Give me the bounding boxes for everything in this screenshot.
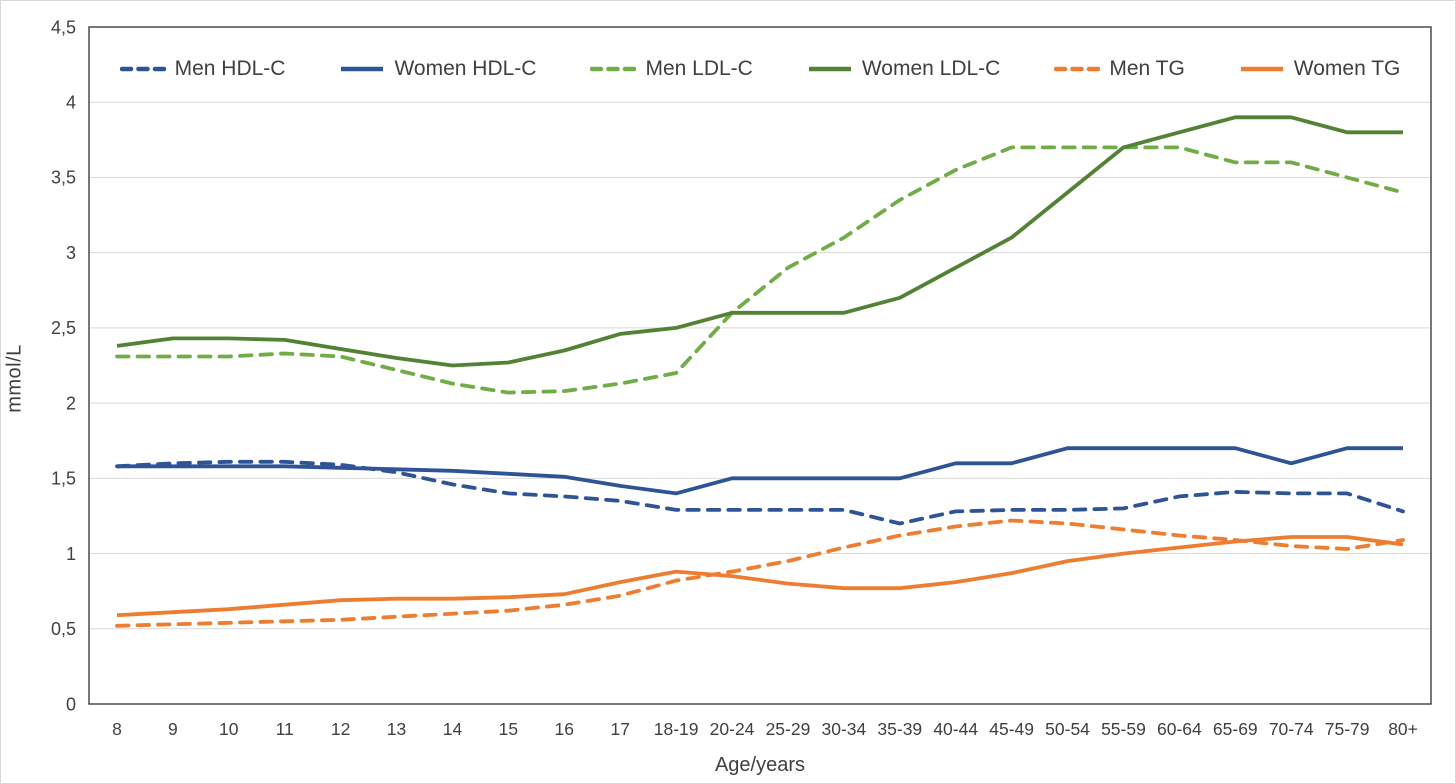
legend: Men HDL-C Women HDL-C Men LDL-C Women LDL-C…: [89, 49, 1431, 89]
x-tick-label: 55-59: [1101, 719, 1146, 739]
series-line-men-ldl-c: [115, 145, 1405, 395]
y-tick-label: 1: [66, 544, 76, 564]
legend-label: Women TG: [1293, 57, 1401, 80]
y-tick-label: 2: [66, 393, 76, 413]
legend-label: Men LDL-C: [645, 57, 753, 80]
dashed-line-swatch-icon: [1054, 66, 1101, 72]
x-tick-label: 11: [276, 719, 294, 739]
x-tick-label: 25-29: [766, 719, 811, 739]
x-tick-label: 65-69: [1213, 719, 1258, 739]
x-tick-label: 40-44: [933, 719, 978, 739]
legend-item-women-tg: Women TG: [1239, 57, 1401, 81]
series-line-women-hdl-c: [117, 446, 1403, 496]
legend-label: Women HDL-C: [394, 57, 537, 80]
x-tick-label: 15: [499, 719, 518, 739]
legend-item-men-hdl-c: Men HDL-C: [119, 57, 286, 81]
legend-label: Men HDL-C: [174, 57, 286, 80]
y-tick-label: 0,5: [51, 619, 76, 639]
x-tick-label: 12: [331, 719, 350, 739]
legend-item-men-tg: Men TG: [1054, 57, 1185, 81]
solid-line-swatch-icon: [1240, 66, 1283, 72]
dashed-line-swatch-icon: [590, 66, 637, 72]
x-tick-label: 9: [168, 719, 178, 739]
legend-item-women-ldl-c: Women LDL-C: [807, 57, 1001, 81]
y-tick-label: 1,5: [51, 469, 76, 489]
legend-item-women-hdl-c: Women HDL-C: [339, 57, 536, 81]
series-line-women-ldl-c: [116, 115, 1403, 368]
x-tick-label: 17: [610, 719, 629, 739]
x-tick-label: 18-19: [654, 719, 699, 739]
x-tick-label: 80+: [1388, 719, 1418, 739]
plot-frame: [88, 26, 1432, 705]
x-tick-label: 45-49: [989, 719, 1034, 739]
y-tick-label: 3,5: [51, 168, 76, 188]
y-axis-title: mmol/L: [3, 344, 26, 413]
y-tick-label: 4,5: [51, 17, 76, 37]
x-tick-label: 35-39: [877, 719, 922, 739]
x-axis-title: Age/years: [714, 754, 806, 776]
x-tick-label: 16: [555, 719, 574, 739]
y-tick-label: 2,5: [51, 318, 76, 338]
x-tick-label: 75-79: [1325, 719, 1370, 739]
solid-line-swatch-icon: [341, 66, 384, 72]
dashed-line-swatch-icon: [119, 66, 166, 72]
x-tick-label: 50-54: [1045, 719, 1090, 739]
x-tick-label: 14: [443, 719, 463, 739]
solid-line-swatch-icon: [808, 66, 851, 72]
x-tick-label: 10: [219, 719, 239, 739]
y-tick-label: 3: [66, 243, 76, 263]
y-tick-label: 4: [66, 93, 76, 113]
x-tick-label: 8: [112, 719, 122, 739]
x-tick-label: 30-34: [821, 719, 866, 739]
x-tick-label: 70-74: [1269, 719, 1314, 739]
series-line-men-hdl-c: [115, 459, 1405, 526]
legend-label: Women LDL-C: [861, 57, 1001, 80]
y-tick-label: 0: [66, 694, 76, 714]
x-tick-label: 13: [387, 719, 406, 739]
legend-label: Men TG: [1109, 57, 1185, 80]
x-tick-label: 60-64: [1157, 719, 1202, 739]
series-line-women-tg: [116, 535, 1404, 618]
series-line-men-tg: [115, 518, 1405, 628]
legend-item-men-ldl-c: Men LDL-C: [590, 57, 753, 81]
x-tick-label: 20-24: [710, 719, 755, 739]
